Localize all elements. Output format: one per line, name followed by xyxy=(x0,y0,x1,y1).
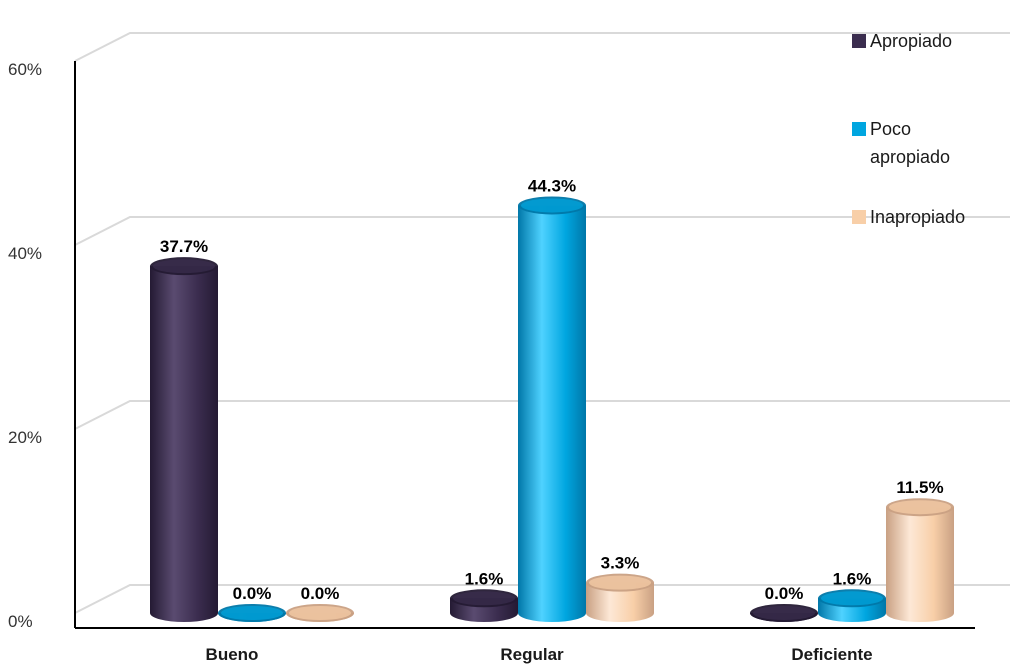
legend-label: Poco apropiado xyxy=(870,119,950,167)
legend-swatch xyxy=(852,34,866,48)
category-labels: Bueno Regular Deficiente xyxy=(206,645,873,664)
y-tick-label: 60% xyxy=(8,60,42,79)
data-label: 0.0% xyxy=(233,584,272,603)
legend-swatch xyxy=(852,210,866,224)
bar-regular-2 xyxy=(586,573,654,622)
data-label: 1.6% xyxy=(465,569,504,588)
data-label: 37.7% xyxy=(160,237,208,256)
category-label: Regular xyxy=(500,645,564,664)
bar-deficiente-1 xyxy=(818,589,886,622)
data-label: 0.0% xyxy=(301,584,340,603)
bar-deficiente-2 xyxy=(886,498,954,622)
y-tick-label: 20% xyxy=(8,428,42,447)
gridline-0 xyxy=(74,584,1010,614)
bar-deficiente-0 xyxy=(750,604,818,622)
data-label: 3.3% xyxy=(601,554,640,573)
legend-label: Inapropiado xyxy=(870,207,965,227)
gridline-3 xyxy=(74,32,1010,62)
legend-item-1: Poco apropiado xyxy=(852,119,950,167)
bar-bueno-2 xyxy=(286,604,354,622)
category-label: Deficiente xyxy=(791,645,872,664)
data-label: 0.0% xyxy=(765,584,804,603)
legend-label: Apropiado xyxy=(870,31,952,51)
bar-regular-0 xyxy=(450,589,518,622)
gridline-1 xyxy=(74,400,1010,430)
bar-regular-1 xyxy=(518,196,586,622)
legend: Apropiado Poco apropiado Inapropiado xyxy=(852,31,965,227)
bar-bueno-1 xyxy=(218,604,286,622)
data-labels: 37.7% 0.0% 0.0% 1.6% 44.3% 3.3% 0.0% 1.6% 11.5% xyxy=(160,176,944,603)
legend-item-0: Apropiado xyxy=(852,31,952,51)
gridlines xyxy=(74,32,1010,614)
bar-bueno-0 xyxy=(150,257,218,622)
y-tick-labels: 0% 20% 40% 60% xyxy=(8,60,42,631)
gridline-2 xyxy=(74,216,1010,246)
axes xyxy=(74,61,975,629)
data-label: 1.6% xyxy=(833,569,872,588)
y-tick-label: 0% xyxy=(8,612,33,631)
legend-swatch xyxy=(852,122,866,136)
data-label: 44.3% xyxy=(528,176,576,195)
data-label: 11.5% xyxy=(896,478,943,497)
bars xyxy=(150,196,954,622)
legend-item-2: Inapropiado xyxy=(852,207,965,227)
category-label: Bueno xyxy=(206,645,259,664)
y-tick-label: 40% xyxy=(8,244,42,263)
